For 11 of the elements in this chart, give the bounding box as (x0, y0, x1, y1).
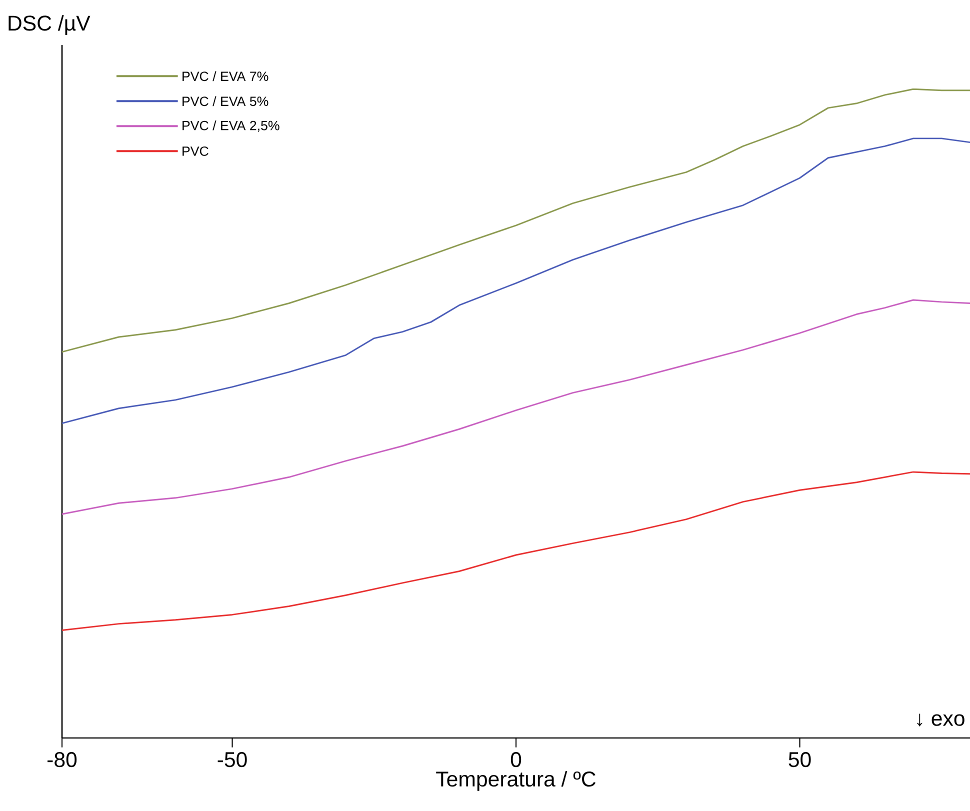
y-axis-title: DSC /µV (8, 15, 90, 35)
legend-label: PVC / EVA 7% (182, 71, 268, 82)
legend-label: PVC / EVA 5% (182, 96, 268, 106)
legend-label: PVC / EVA 2,5% (182, 120, 280, 132)
x-tick-label: 50 (788, 752, 811, 768)
legend-label: PVC (182, 146, 208, 156)
x-axis-title: Temperatura / ºC (436, 770, 596, 791)
x-tick-label: 0 (510, 752, 522, 768)
x-tick-label: -80 (48, 752, 77, 768)
annotation: ↓ exo (917, 714, 964, 726)
x-tick-label: -50 (218, 752, 247, 768)
